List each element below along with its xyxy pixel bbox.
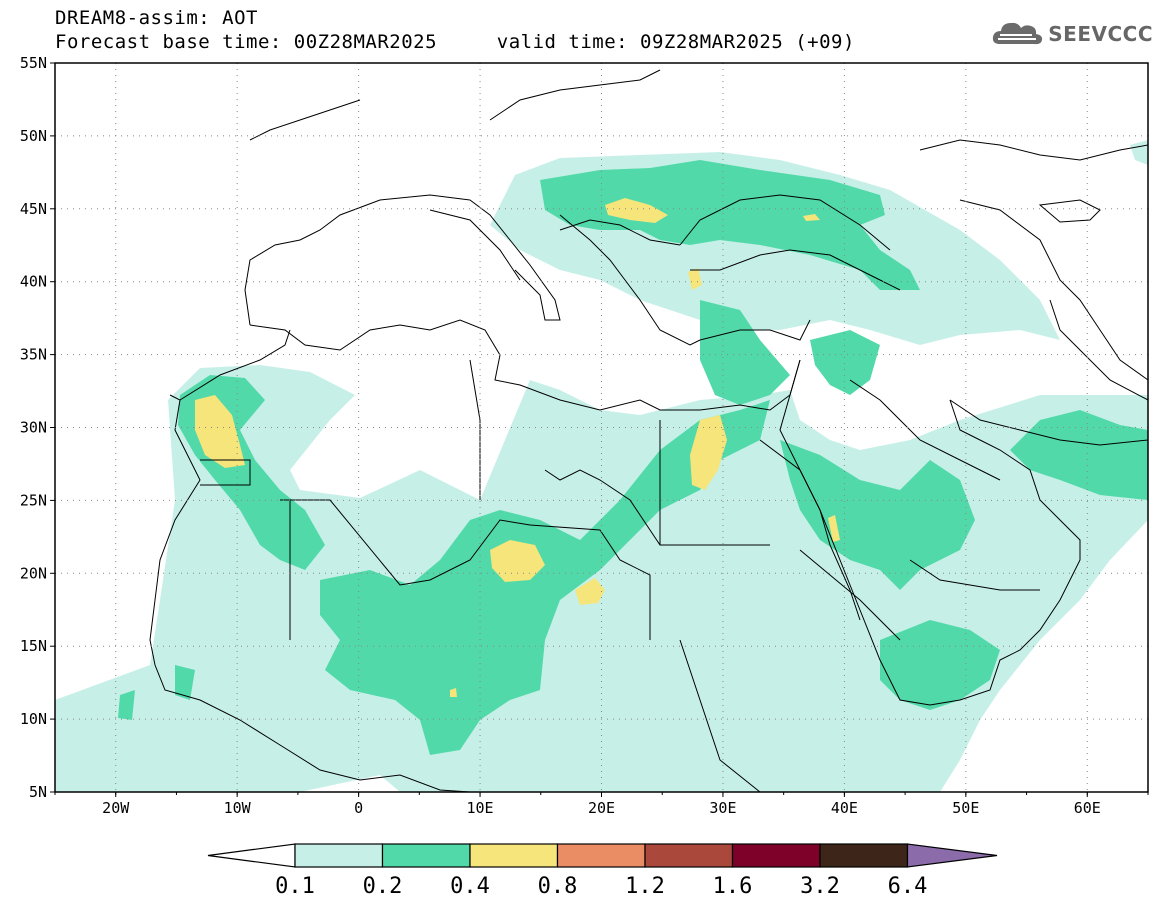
colorbar-label: 1.2 <box>625 874 665 899</box>
valid-time-label: valid time: 09Z28MAR2025 (+09) <box>496 31 855 53</box>
colorbar-segment <box>819 843 909 868</box>
lat-tick-label: 20N <box>20 564 47 582</box>
base-time-label: Forecast base time: 00Z28MAR2025 <box>55 31 438 53</box>
colorbar-segment <box>294 843 384 868</box>
longitude-labels: 20W 10W 0 10E 20E 30E 40E 50E 60E <box>102 799 1101 817</box>
colorbar-label: 6.4 <box>888 874 928 899</box>
aot-field <box>55 140 1148 792</box>
colorbar-labels: 0.1 0.2 0.4 0.8 1.2 1.6 3.2 6.4 <box>275 874 927 899</box>
lat-tick-label: 30N <box>20 419 47 437</box>
lon-tick-label: 30E <box>709 799 736 817</box>
cloud-icon <box>993 22 1043 45</box>
aot-level-0.4 <box>195 198 840 697</box>
lat-tick-label: 35N <box>20 346 47 364</box>
axis-ticks <box>50 62 1149 797</box>
lon-tick-label: 10W <box>224 799 252 817</box>
colorbar-segment <box>469 843 559 868</box>
latitude-labels: 55N 50N 45N 40N 35N 30N 25N 20N 15N 10N 5N <box>20 54 47 801</box>
lat-tick-label: 10N <box>20 710 47 728</box>
lat-tick-label: 40N <box>20 273 47 291</box>
colorbar-segment <box>381 843 471 868</box>
colorbar-under-arrow <box>207 843 296 868</box>
lon-tick-label: 60E <box>1074 799 1101 817</box>
colorbar-segment <box>556 843 646 868</box>
colorbar-label: 3.2 <box>800 874 840 899</box>
colorbar-segment <box>731 843 821 868</box>
lon-tick-label: 0 <box>354 799 363 817</box>
logo-text: SEEVCCC <box>1048 22 1153 46</box>
coastlines <box>149 69 1148 792</box>
lon-tick-label: 20W <box>102 799 130 817</box>
lat-tick-label: 55N <box>20 54 47 72</box>
lat-tick-label: 45N <box>20 200 47 218</box>
colorbar-label: 0.2 <box>363 874 403 899</box>
lat-tick-label: 5N <box>29 783 47 801</box>
colorbar <box>207 843 998 868</box>
colorbar-over-arrow <box>906 843 998 868</box>
lat-tick-label: 15N <box>20 637 47 655</box>
lat-tick-label: 50N <box>20 127 47 145</box>
colorbar-label: 0.8 <box>538 874 578 899</box>
colorbar-label: 0.4 <box>450 874 490 899</box>
colorbar-label: 1.6 <box>713 874 753 899</box>
map-title: DREAM8-assim: AOT <box>55 7 258 29</box>
lon-tick-label: 50E <box>952 799 979 817</box>
lon-tick-label: 20E <box>588 799 615 817</box>
colorbar-segment <box>644 843 734 868</box>
gridlines <box>55 63 1148 792</box>
lon-tick-label: 10E <box>467 799 494 817</box>
time-line: Forecast base time: 00Z28MAR2025 valid t… <box>55 31 855 53</box>
lat-tick-label: 25N <box>20 491 47 509</box>
seevccc-logo: SEEVCCC <box>992 20 1153 48</box>
colorbar-label: 0.1 <box>275 874 315 899</box>
lon-tick-label: 40E <box>831 799 858 817</box>
